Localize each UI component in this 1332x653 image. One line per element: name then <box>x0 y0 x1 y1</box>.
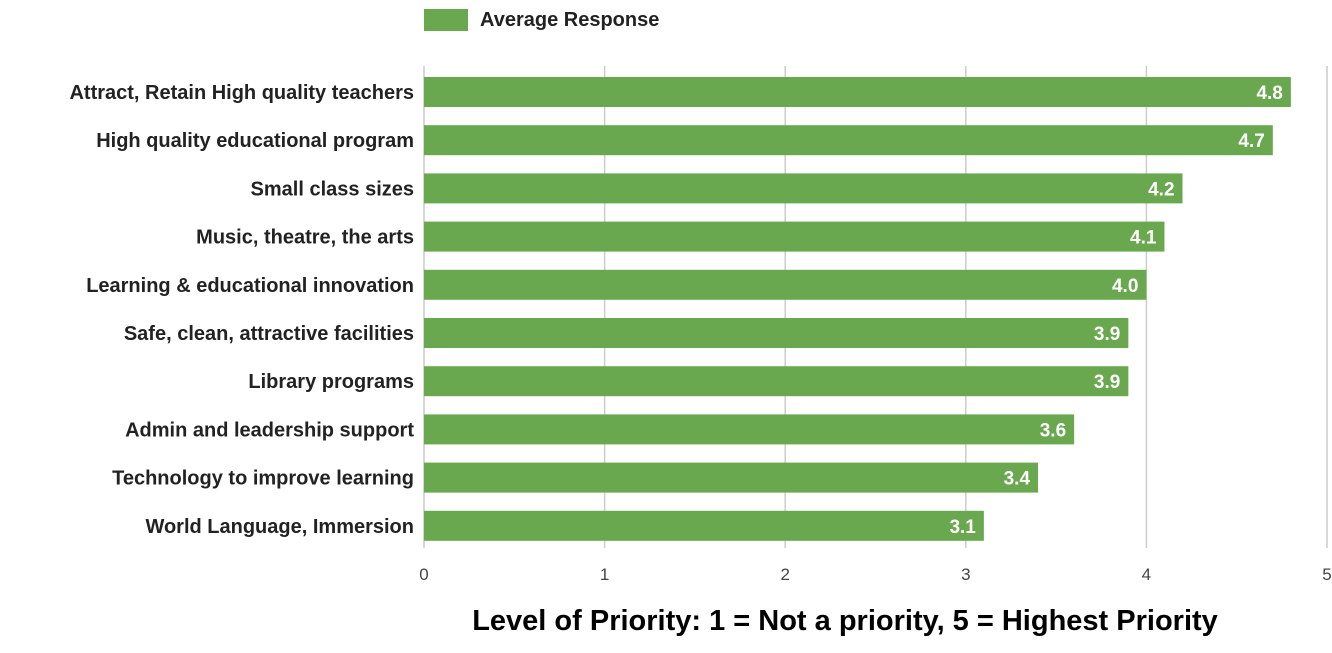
x-tick-label: 0 <box>419 565 428 584</box>
x-tick-label: 4 <box>1142 565 1151 584</box>
bar-value-label: 4.8 <box>1256 83 1282 104</box>
bar <box>424 318 1129 348</box>
x-axis-title: Level of Priority: 1 = Not a priority, 5… <box>472 605 1218 637</box>
bar <box>424 125 1273 156</box>
category-label: Library programs <box>248 371 414 393</box>
category-label: World Language, Immersion <box>145 516 414 538</box>
category-label: Small class sizes <box>251 178 414 200</box>
bar-value-label: 4.1 <box>1130 228 1157 249</box>
plot-area: 0 1 2 3 4 5 4.8 Attract, Retain High quality te… <box>69 66 1332 584</box>
bar <box>424 77 1291 107</box>
bar-value-label: 3.6 <box>1040 420 1066 441</box>
category-label: Attract, Retain High quality teachers <box>69 82 414 104</box>
bar <box>424 366 1129 397</box>
category-label: High quality educational program <box>96 130 414 152</box>
category-label: Learning & educational innovation <box>86 275 414 297</box>
bar-value-label: 3.9 <box>1094 324 1120 345</box>
category-label: Admin and leadership support <box>125 419 414 441</box>
bar-value-label: 3.1 <box>949 517 976 538</box>
bar-value-label: 4.7 <box>1238 131 1264 152</box>
bar <box>424 173 1183 204</box>
bar-value-label: 3.9 <box>1094 372 1120 393</box>
bar <box>424 510 984 541</box>
bar <box>424 269 1147 300</box>
bar <box>424 221 1165 252</box>
x-tick-label: 2 <box>780 565 789 584</box>
legend: Average Response <box>424 8 659 32</box>
x-tick-label: 5 <box>1322 565 1331 584</box>
category-label: Music, theatre, the arts <box>196 227 414 249</box>
bar-value-label: 4.0 <box>1112 276 1138 297</box>
bar <box>424 414 1075 445</box>
x-tick-label: 1 <box>600 565 609 584</box>
x-tick-label: 3 <box>961 565 970 584</box>
legend-label: Average Response <box>480 8 660 31</box>
bar <box>424 462 1039 493</box>
bar-value-label: 3.4 <box>1004 469 1031 490</box>
category-label: Safe, clean, attractive facilities <box>124 323 414 345</box>
bar-value-label: 4.2 <box>1148 179 1174 200</box>
legend-swatch <box>424 9 468 31</box>
category-label: Technology to improve learning <box>112 468 414 490</box>
